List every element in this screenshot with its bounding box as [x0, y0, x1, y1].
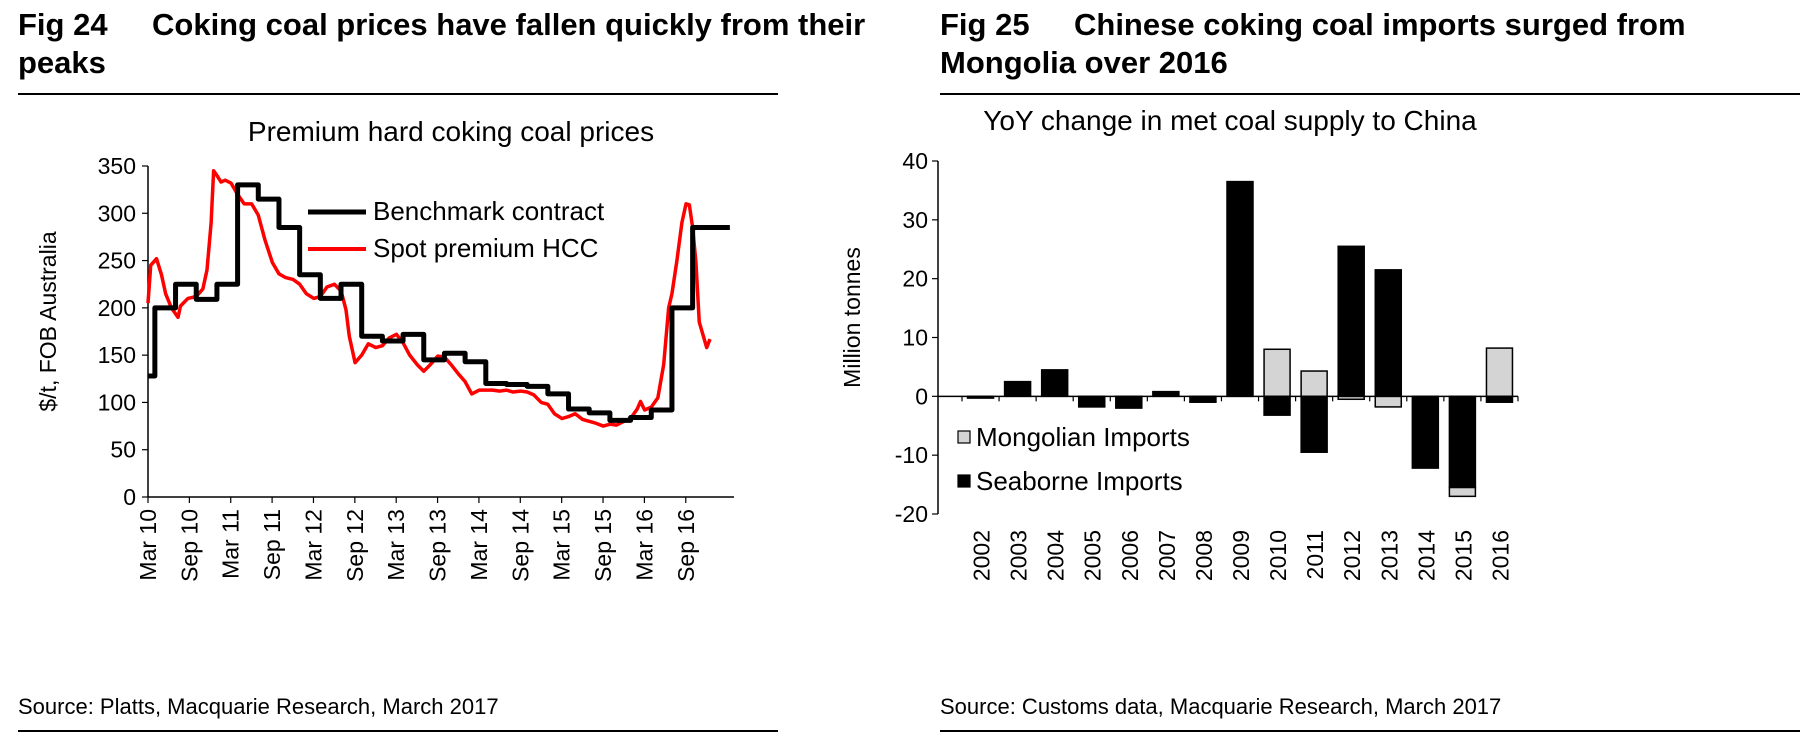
seaborne-imports-bar	[1189, 395, 1217, 403]
y-tick-label: 100	[98, 389, 136, 415]
seaborne-imports-bar	[1115, 395, 1143, 409]
met-coal-supply-chart: YoY change in met coal supply to China -2…	[839, 105, 1519, 581]
seaborne-imports-bar	[1077, 395, 1106, 408]
y-tick-label: -10	[895, 442, 928, 468]
chart-title: YoY change in met coal supply to China	[983, 105, 1477, 136]
y-tick-label: 250	[98, 248, 136, 274]
top-rule	[940, 93, 1800, 95]
legend-label: Spot premium HCC	[373, 233, 598, 263]
figure-24-source: Source: Platts, Macquarie Research, Marc…	[18, 694, 499, 719]
x-category-label: 2009	[1228, 530, 1254, 581]
y-tick-label: -20	[895, 501, 928, 527]
x-tick-label: Sep 16	[673, 509, 699, 582]
seaborne-imports-bar	[1485, 395, 1514, 403]
y-tick-label: 150	[98, 342, 136, 368]
x-tick-label: Mar 11	[218, 509, 244, 579]
y-tick-label: 10	[902, 325, 928, 351]
legend-label: Seaborne Imports	[976, 466, 1183, 496]
x-category-label: 2011	[1302, 530, 1328, 579]
legend-label: Mongolian Imports	[976, 422, 1190, 452]
mongolian-imports-bar	[1448, 486, 1477, 498]
x-category-label: 2007	[1154, 530, 1180, 581]
bottom-rule	[940, 730, 1800, 732]
y-tick-label: 30	[902, 207, 928, 233]
seaborne-imports-bar	[1337, 245, 1365, 398]
x-tick-label: Sep 13	[425, 509, 451, 582]
figure-25-label: Fig 25	[940, 7, 1030, 42]
benchmark-contract-line	[148, 182, 730, 423]
y-axis-title: $/t, FOB Australia	[35, 231, 61, 411]
y-axis-title: Million tonnes	[839, 247, 865, 388]
seaborne-imports-bar	[1226, 180, 1254, 398]
y-tick-label: 300	[98, 200, 136, 226]
y-tick-label: 200	[98, 295, 136, 321]
mongolian-imports-bar	[1374, 395, 1403, 408]
x-category-label: 2013	[1376, 530, 1402, 581]
bottom-rule	[18, 730, 778, 732]
y-tick-label: 40	[902, 148, 928, 174]
x-tick-label: Sep 11	[259, 509, 285, 580]
x-tick-label: Mar 13	[383, 509, 409, 581]
seaborne-imports-bar	[1003, 380, 1032, 398]
x-tick-label: Mar 15	[549, 509, 575, 581]
mongolian-imports-bar	[1300, 370, 1328, 398]
y-tick-label: 50	[110, 437, 136, 463]
figure-25-title: Chinese coking coal imports surged from …	[940, 7, 1686, 80]
y-tick-label: 0	[915, 383, 928, 409]
chart-title: Premium hard coking coal prices	[248, 116, 654, 147]
seaborne-imports-bar	[1448, 395, 1477, 489]
figure-24-panel: Fig 24 Coking coal prices have fallen qui…	[18, 0, 888, 744]
x-tick-label: Sep 15	[590, 509, 616, 582]
figure-24-heading: Fig 24 Coking coal prices have fallen qui…	[18, 6, 878, 82]
x-category-label: 2005	[1080, 530, 1106, 581]
x-category-label: 2004	[1043, 530, 1069, 581]
legend-label: Benchmark contract	[373, 196, 605, 226]
x-category-label: 2006	[1117, 530, 1143, 581]
seaborne-imports-bar	[1411, 395, 1440, 469]
y-tick-label: 350	[98, 153, 136, 179]
x-category-label: 2016	[1487, 530, 1513, 581]
x-category-label: 2010	[1265, 530, 1291, 581]
y-tick-label: 0	[123, 484, 136, 510]
top-rule	[18, 93, 778, 95]
x-tick-label: Mar 12	[300, 509, 326, 581]
x-tick-label: Sep 10	[176, 509, 202, 582]
figure-24-label: Fig 24	[18, 7, 108, 42]
seaborne-imports-bar	[1263, 395, 1291, 416]
x-tick-label: Mar 16	[631, 509, 657, 581]
figure-24-title: Coking coal prices have fallen quickly f…	[18, 7, 866, 80]
seaborne-imports-bar	[1374, 269, 1403, 398]
figure-25-source: Source: Customs data, Macquarie Research…	[940, 694, 1502, 719]
seaborne-imports-bar	[1300, 395, 1328, 453]
x-category-label: 2003	[1006, 530, 1032, 581]
x-category-label: 2002	[969, 530, 995, 581]
coking-coal-price-chart: Premium hard coking coal prices 0 50 100 150…	[35, 116, 734, 582]
x-tick-label: Mar 14	[466, 509, 492, 581]
legend-swatch	[957, 474, 971, 488]
x-tick-label: Sep 14	[507, 509, 533, 582]
spot-premium-hcc-line	[146, 168, 712, 428]
legend-swatch	[957, 430, 971, 444]
y-tick-label: 20	[902, 266, 928, 292]
mongolian-imports-bar	[1263, 348, 1291, 398]
x-tick-label: Sep 12	[342, 509, 368, 582]
x-category-label: 2014	[1413, 530, 1439, 581]
figure-25-panel: Fig 25 Chinese coking coal imports surged…	[839, 0, 1810, 744]
figure-25-heading: Fig 25 Chinese coking coal imports surged…	[940, 6, 1800, 82]
mongolian-imports-bar	[1485, 347, 1514, 398]
seaborne-imports-bar	[1040, 369, 1069, 398]
x-tick-label: Mar 10	[135, 509, 161, 581]
x-category-label: 2015	[1450, 530, 1476, 581]
x-category-label: 2008	[1191, 530, 1217, 581]
x-category-label: 2012	[1339, 530, 1365, 581]
